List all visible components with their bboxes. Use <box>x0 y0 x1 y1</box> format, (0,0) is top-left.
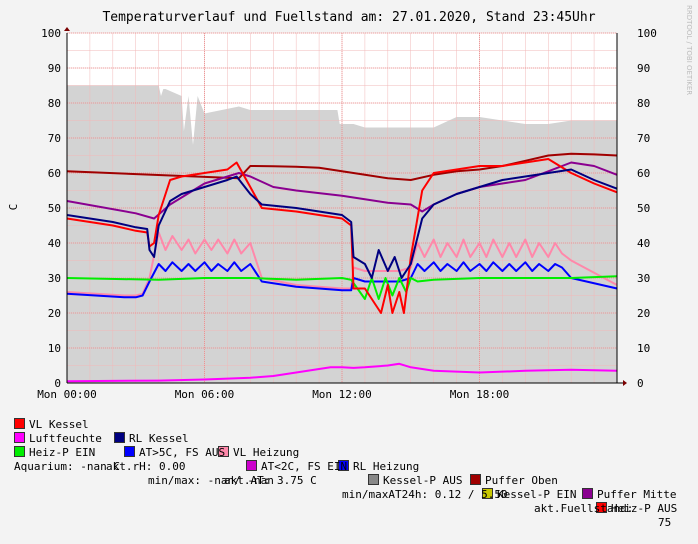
legend-swatch <box>14 418 25 429</box>
y-tick-label-right: 40 <box>637 237 650 250</box>
legend-item-luftfeuchte: Luftfeuchte <box>14 432 102 446</box>
y-tick-label-right: 20 <box>637 307 650 320</box>
legend-label: Heiz-P EIN <box>29 446 96 459</box>
x-tick-label: Mon 06:00 <box>175 388 235 401</box>
y-tick-label-left: 90 <box>48 62 61 75</box>
y-tick-label-right: 10 <box>637 342 650 355</box>
axes-layer: 0 0 10 10 20 20 30 30 40 40 50 50 60 60 70 70 80 80 90 90 10… <box>37 27 657 401</box>
legend-row-2: Luftfeuchte AT>5C, FS AUS AT<2C, FS EIN … <box>14 418 677 515</box>
y-tick-label-left: 40 <box>48 237 61 250</box>
x-tick-label: Mon 18:00 <box>450 388 510 401</box>
y-axis-label: C <box>7 204 20 211</box>
y-tick-label-right: 90 <box>637 62 650 75</box>
y-tick-label-left: 50 <box>48 202 61 215</box>
legend-item-puffer-mitte: Puffer Mitte <box>582 488 676 502</box>
x-tick-label: Mon 12:00 <box>312 388 372 401</box>
x-tick-label: Mon 00:00 <box>37 388 97 401</box>
legend-item-at-lt-2c: AT<2C, FS EIN <box>246 460 347 474</box>
series-line-rl-kessel <box>66 168 618 279</box>
y-tick-label-right: 60 <box>637 167 650 180</box>
legend-item-rl-kessel: RL Kessel <box>114 432 189 446</box>
legend-swatch <box>218 446 229 457</box>
legend-item-heiz-p-ein: Heiz-P EIN <box>14 446 95 460</box>
series-line-puffer-oben <box>66 152 618 181</box>
y-tick-label-right: 70 <box>637 132 650 145</box>
legend-item-vl-kessel: VL Kessel <box>14 418 89 432</box>
y-tick-label-left: 70 <box>48 132 61 145</box>
y-tick-label-left: 0 <box>54 377 61 390</box>
aquarium-row: Aquarium: -nan C min/max: -nan/ -nan <box>14 446 274 487</box>
watermark: RRDTOOL / TOBI OETIKER <box>685 5 693 95</box>
grid-layer <box>66 32 618 384</box>
legend-label: Puffer Oben <box>485 474 558 487</box>
chart-title: Temperaturverlauf und Fuellstand am: 27.… <box>102 10 595 25</box>
y-tick-label-left: 10 <box>48 342 61 355</box>
legend-label: Kessel-P EIN <box>497 488 577 501</box>
status-row: Heiz-P EIN akt.rH: 0.00 akt.AT: 3.75 C m… <box>14 432 671 529</box>
y-tick-label-left: 30 <box>48 272 61 285</box>
legend-item-rl-heizung: RL Heizung <box>338 460 419 474</box>
legend-label: VL Heizung <box>233 446 300 459</box>
legend-label: AT>5C, FS AUS <box>139 446 226 459</box>
legend-label: Kessel-P AUS <box>383 474 463 487</box>
series-lines-layer <box>66 152 618 383</box>
legend-label: Luftfeuchte <box>29 432 102 445</box>
status-aquarium: Aquarium: -nan C <box>14 460 120 473</box>
legend-item-puffer-oben: Puffer Oben <box>470 474 558 488</box>
status-fuellstand-label: akt.Fuellstand: <box>534 502 634 515</box>
legend-swatch <box>14 432 25 443</box>
legend-row-1: VL Kessel RL Kessel VL Heizung RL Heizun… <box>14 404 676 501</box>
y-tick-label-right: 50 <box>637 202 650 215</box>
legend-item-kessel-p-aus: Kessel-P AUS <box>368 474 462 488</box>
y-tick-label-left: 20 <box>48 307 61 320</box>
legend-item-vl-heizung: VL Heizung <box>218 446 299 460</box>
legend-label: Puffer Mitte <box>597 488 677 501</box>
legend-swatch <box>124 446 135 457</box>
y-axis-arrow <box>64 27 70 31</box>
legend-label: VL Kessel <box>29 418 89 431</box>
status-fuellstand-value: 75 <box>658 516 672 529</box>
legend-swatch <box>470 474 481 485</box>
y-tick-label-right: 100 <box>637 27 657 40</box>
y-tick-label-left: 80 <box>48 97 61 110</box>
x-axis-arrow <box>623 380 627 386</box>
legend-label: RL Kessel <box>129 432 189 445</box>
legend-label: AT<2C, FS EIN <box>261 460 348 473</box>
legend-swatch <box>582 488 593 499</box>
legend-swatch <box>368 474 379 485</box>
status-rh: akt.rH: 0.00 <box>106 460 186 473</box>
status-aquarium-minmax: min/max: -nan/ -nan <box>148 474 274 487</box>
series-line-vl-kessel <box>66 158 618 314</box>
legend-swatch <box>14 446 25 457</box>
chart: Temperaturverlauf und Fuellstand am: 27.… <box>7 5 693 401</box>
series-line-luftfeuchte <box>66 362 618 383</box>
legend-label: RL Heizung <box>353 460 420 473</box>
y-tick-label-left: 100 <box>41 27 61 40</box>
series-line-heiz-p-ein <box>66 275 618 300</box>
y-tick-label-left: 60 <box>48 167 61 180</box>
y-tick-label-right: 80 <box>637 97 650 110</box>
y-tick-label-right: 30 <box>637 272 650 285</box>
legend-swatch <box>114 432 125 443</box>
legend-item-at-gt-5c: AT>5C, FS AUS <box>124 446 225 460</box>
status-minmax-at: min/maxAT24h: 0.12 / 5.50 <box>342 488 508 501</box>
y-tick-label-right: 0 <box>637 377 644 390</box>
legend-swatch <box>246 460 257 471</box>
